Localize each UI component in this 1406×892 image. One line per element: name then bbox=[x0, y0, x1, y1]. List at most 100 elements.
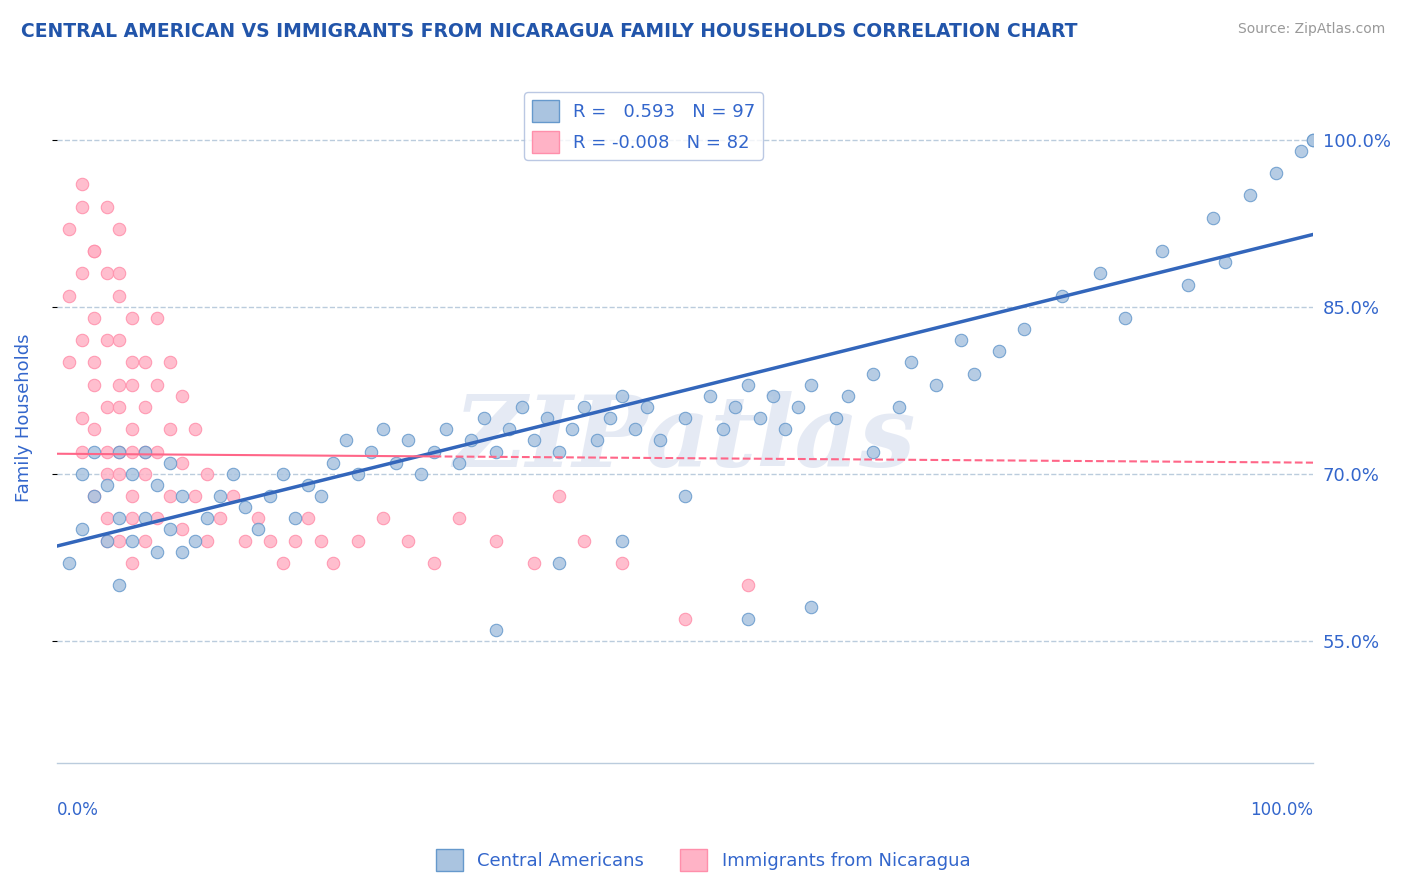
Point bbox=[233, 500, 256, 515]
Point bbox=[96, 400, 118, 414]
Point bbox=[159, 456, 181, 470]
Text: 0.0%: 0.0% bbox=[56, 801, 98, 819]
Text: Source: ZipAtlas.com: Source: ZipAtlas.com bbox=[1237, 22, 1385, 37]
Point bbox=[988, 344, 1011, 359]
Point bbox=[121, 556, 143, 570]
Point bbox=[699, 389, 721, 403]
Point bbox=[925, 377, 948, 392]
Point bbox=[648, 434, 671, 448]
Point bbox=[121, 533, 143, 548]
Point bbox=[70, 266, 93, 280]
Point bbox=[623, 422, 645, 436]
Point bbox=[347, 467, 370, 481]
Point bbox=[83, 489, 105, 503]
Point bbox=[159, 489, 181, 503]
Point bbox=[96, 511, 118, 525]
Point bbox=[70, 200, 93, 214]
Point bbox=[96, 478, 118, 492]
Point bbox=[434, 422, 457, 436]
Point bbox=[1012, 322, 1035, 336]
Point bbox=[1239, 188, 1261, 202]
Point bbox=[146, 511, 169, 525]
Point bbox=[83, 489, 105, 503]
Point bbox=[398, 434, 420, 448]
Point bbox=[108, 288, 131, 302]
Point bbox=[762, 389, 785, 403]
Point bbox=[447, 456, 470, 470]
Point bbox=[297, 478, 319, 492]
Point bbox=[83, 244, 105, 259]
Point bbox=[121, 377, 143, 392]
Point bbox=[586, 434, 609, 448]
Point bbox=[121, 422, 143, 436]
Point bbox=[172, 489, 194, 503]
Point bbox=[197, 511, 219, 525]
Point bbox=[108, 333, 131, 347]
Point bbox=[749, 411, 772, 425]
Point bbox=[775, 422, 797, 436]
Point bbox=[121, 444, 143, 458]
Point bbox=[233, 533, 256, 548]
Point bbox=[561, 422, 583, 436]
Point bbox=[197, 467, 219, 481]
Point bbox=[172, 456, 194, 470]
Point bbox=[58, 556, 80, 570]
Point bbox=[108, 400, 131, 414]
Legend: R =   0.593   N = 97, R = -0.008   N = 82: R = 0.593 N = 97, R = -0.008 N = 82 bbox=[524, 93, 762, 160]
Point bbox=[1114, 310, 1136, 325]
Point bbox=[1213, 255, 1236, 269]
Point bbox=[385, 456, 408, 470]
Point bbox=[1302, 133, 1324, 147]
Point bbox=[485, 533, 508, 548]
Point bbox=[322, 556, 344, 570]
Point bbox=[1050, 288, 1073, 302]
Point bbox=[800, 600, 823, 615]
Point bbox=[70, 523, 93, 537]
Point bbox=[548, 556, 571, 570]
Point bbox=[373, 422, 395, 436]
Point bbox=[636, 400, 658, 414]
Text: CENTRAL AMERICAN VS IMMIGRANTS FROM NICARAGUA FAMILY HOUSEHOLDS CORRELATION CHAR: CENTRAL AMERICAN VS IMMIGRANTS FROM NICA… bbox=[21, 22, 1077, 41]
Point bbox=[787, 400, 810, 414]
Point bbox=[673, 489, 696, 503]
Point bbox=[309, 533, 332, 548]
Point bbox=[197, 533, 219, 548]
Point bbox=[121, 489, 143, 503]
Point bbox=[536, 411, 558, 425]
Point bbox=[108, 377, 131, 392]
Point bbox=[58, 355, 80, 369]
Point bbox=[284, 511, 307, 525]
Point bbox=[246, 523, 269, 537]
Point bbox=[83, 244, 105, 259]
Point bbox=[409, 467, 432, 481]
Point bbox=[70, 444, 93, 458]
Point bbox=[208, 511, 231, 525]
Point bbox=[134, 511, 156, 525]
Point bbox=[335, 434, 357, 448]
Point bbox=[523, 556, 546, 570]
Point bbox=[373, 511, 395, 525]
Point bbox=[70, 467, 93, 481]
Point bbox=[70, 411, 93, 425]
Point bbox=[887, 400, 910, 414]
Point bbox=[221, 489, 243, 503]
Point bbox=[96, 533, 118, 548]
Point bbox=[422, 556, 444, 570]
Point bbox=[134, 467, 156, 481]
Point bbox=[159, 355, 181, 369]
Point bbox=[485, 623, 508, 637]
Point bbox=[472, 411, 495, 425]
Point bbox=[221, 467, 243, 481]
Point bbox=[347, 533, 370, 548]
Point bbox=[83, 422, 105, 436]
Point bbox=[134, 400, 156, 414]
Point bbox=[1289, 144, 1312, 158]
Point bbox=[159, 523, 181, 537]
Point bbox=[108, 533, 131, 548]
Point bbox=[208, 489, 231, 503]
Point bbox=[96, 533, 118, 548]
Point bbox=[134, 533, 156, 548]
Point bbox=[574, 533, 596, 548]
Point bbox=[134, 444, 156, 458]
Point bbox=[108, 444, 131, 458]
